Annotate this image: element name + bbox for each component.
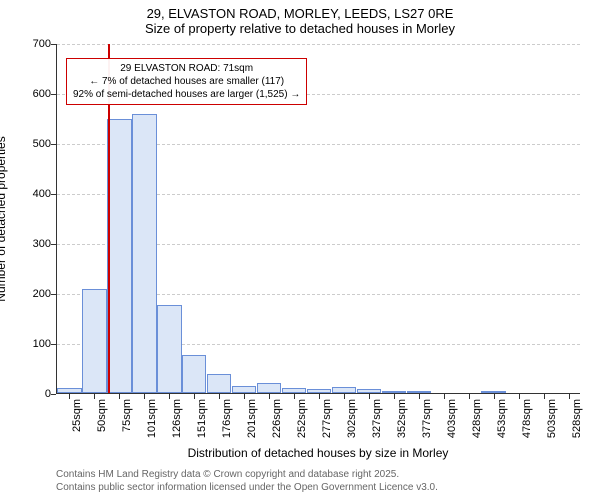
histogram-bar bbox=[481, 391, 505, 393]
ytick-label: 700 bbox=[33, 38, 57, 50]
xtick-label: 25sqm bbox=[69, 399, 83, 432]
annotation-line-3: 92% of semi-detached houses are larger (… bbox=[73, 88, 300, 101]
chart-title: 29, ELVASTON ROAD, MORLEY, LEEDS, LS27 0… bbox=[0, 0, 600, 36]
histogram-bar bbox=[357, 389, 381, 393]
xtick-label: 453sqm bbox=[494, 399, 508, 438]
xtick-label: 50sqm bbox=[94, 399, 108, 432]
histogram-bar bbox=[407, 391, 431, 393]
footer-line-1: Contains HM Land Registry data © Crown c… bbox=[56, 468, 438, 481]
histogram-bar bbox=[307, 389, 331, 393]
grid-line bbox=[57, 44, 580, 45]
ytick-label: 500 bbox=[33, 138, 57, 150]
histogram-bar bbox=[132, 114, 156, 393]
xtick-label: 528sqm bbox=[569, 399, 583, 438]
annotation-line-2: ← 7% of detached houses are smaller (117… bbox=[73, 75, 300, 88]
footer-attribution: Contains HM Land Registry data © Crown c… bbox=[56, 468, 438, 494]
xtick-label: 75sqm bbox=[119, 399, 133, 432]
xtick-label: 377sqm bbox=[419, 399, 433, 438]
xtick-label: 151sqm bbox=[194, 399, 208, 438]
xtick-label: 252sqm bbox=[294, 399, 308, 438]
xtick-label: 327sqm bbox=[369, 399, 383, 438]
annotation-box: 29 ELVASTON ROAD: 71sqm← 7% of detached … bbox=[66, 58, 307, 105]
histogram-bar bbox=[57, 388, 81, 393]
ytick-label: 200 bbox=[33, 288, 57, 300]
histogram-bar bbox=[282, 388, 306, 393]
histogram-bar bbox=[332, 387, 356, 393]
histogram-bar bbox=[382, 391, 406, 393]
ytick-label: 0 bbox=[45, 388, 57, 400]
xtick-label: 277sqm bbox=[319, 399, 333, 438]
x-axis-label: Distribution of detached houses by size … bbox=[56, 446, 580, 460]
xtick-label: 226sqm bbox=[269, 399, 283, 438]
xtick-label: 352sqm bbox=[394, 399, 408, 438]
histogram-bar bbox=[257, 383, 281, 393]
xtick-label: 201sqm bbox=[244, 399, 258, 438]
ytick-label: 400 bbox=[33, 188, 57, 200]
xtick-label: 428sqm bbox=[469, 399, 483, 438]
histogram-bar bbox=[207, 374, 231, 393]
xtick-label: 403sqm bbox=[444, 399, 458, 438]
xtick-label: 478sqm bbox=[519, 399, 533, 438]
title-line-1: 29, ELVASTON ROAD, MORLEY, LEEDS, LS27 0… bbox=[0, 6, 600, 21]
xtick-label: 503sqm bbox=[544, 399, 558, 438]
xtick-label: 101sqm bbox=[144, 399, 158, 438]
ytick-label: 300 bbox=[33, 238, 57, 250]
title-line-2: Size of property relative to detached ho… bbox=[0, 21, 600, 36]
histogram-bar bbox=[157, 305, 181, 393]
histogram-bar bbox=[82, 289, 106, 393]
xtick-label: 126sqm bbox=[169, 399, 183, 438]
xtick-label: 176sqm bbox=[219, 399, 233, 438]
chart-container: 29, ELVASTON ROAD, MORLEY, LEEDS, LS27 0… bbox=[0, 0, 600, 500]
histogram-bar bbox=[107, 119, 131, 393]
footer-line-2: Contains public sector information licen… bbox=[56, 481, 438, 494]
histogram-bar bbox=[182, 355, 206, 393]
annotation-line-1: 29 ELVASTON ROAD: 71sqm bbox=[73, 62, 300, 75]
y-axis-label: Number of detached properties bbox=[0, 136, 8, 301]
histogram-bar bbox=[232, 386, 256, 393]
xtick-label: 302sqm bbox=[344, 399, 358, 438]
ytick-label: 100 bbox=[33, 338, 57, 350]
ytick-label: 600 bbox=[33, 88, 57, 100]
